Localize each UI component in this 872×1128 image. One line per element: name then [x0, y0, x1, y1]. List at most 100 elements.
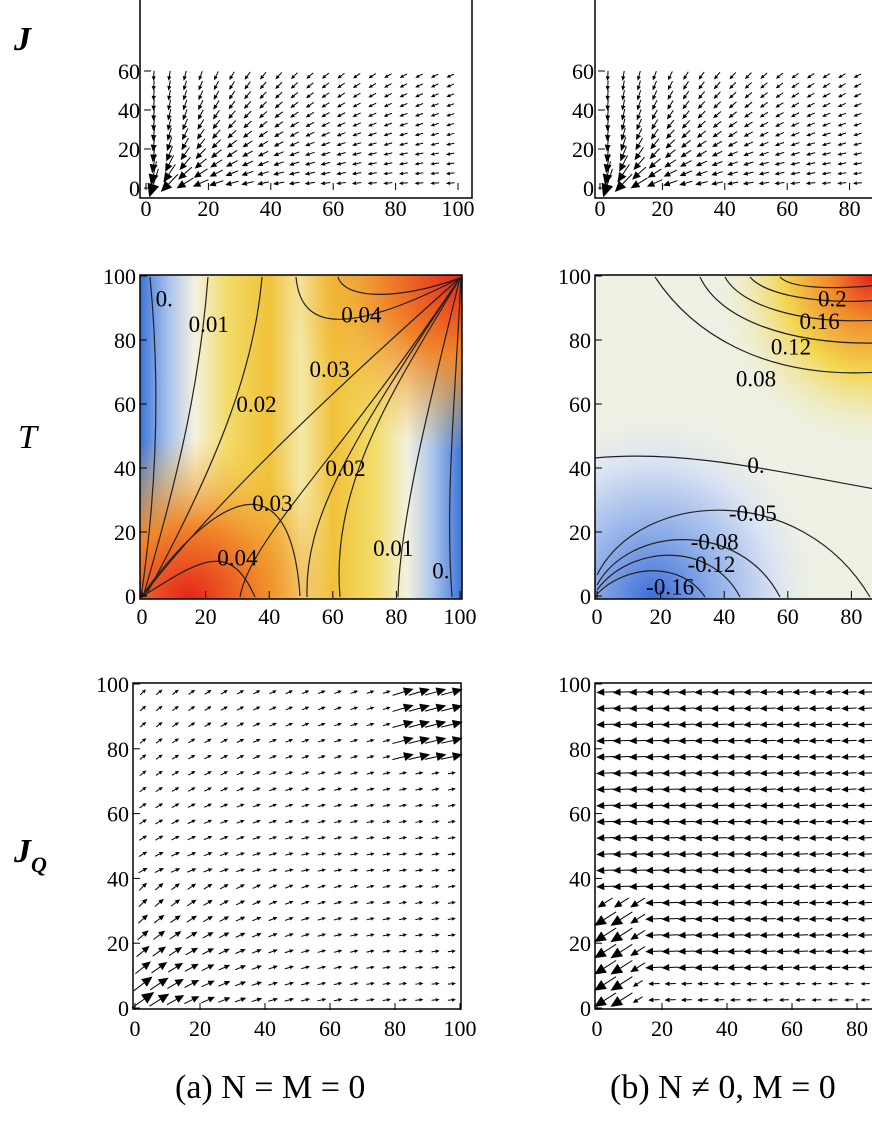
arrow-head: [805, 171, 811, 176]
arrow-shaft: [778, 112, 784, 116]
arrow-head: [321, 933, 327, 937]
arrow-shaft: [366, 724, 371, 727]
arrow-head: [774, 142, 780, 147]
arrow-shaft: [246, 160, 254, 165]
arrow-shaft: [356, 142, 362, 145]
arrow-head: [821, 142, 827, 147]
arrow-shaft: [277, 101, 283, 106]
arrow-head: [677, 883, 686, 890]
arrow-head: [837, 171, 842, 176]
arrow-head: [677, 964, 686, 971]
arrow-head: [596, 818, 605, 826]
arrow-shaft: [203, 901, 209, 906]
arrow-head: [320, 142, 326, 147]
arrow-head: [259, 84, 265, 90]
arrow-head: [435, 917, 440, 921]
arrow-head: [711, 152, 718, 157]
y-tick-label: 0: [580, 996, 591, 1021]
arrow-head: [257, 171, 264, 176]
arrow-shaft: [607, 118, 609, 126]
arrow-head: [399, 152, 404, 156]
arrow-head: [636, 104, 641, 111]
arrow-head: [320, 161, 326, 166]
arrow-head: [175, 803, 180, 807]
arrow-shaft: [620, 911, 633, 921]
arrow-head: [806, 84, 812, 88]
arrow-shaft: [203, 885, 209, 890]
arrow-shaft: [669, 109, 674, 116]
arrow-shaft: [809, 102, 815, 106]
arrow-head: [351, 161, 357, 166]
arrow-shaft: [607, 108, 609, 116]
arrow-head: [663, 171, 671, 177]
arrow-head: [419, 787, 424, 792]
arrow-shaft: [139, 707, 144, 712]
arrow-shaft: [638, 128, 643, 136]
arrow-head: [305, 722, 310, 727]
arrow-head: [336, 161, 341, 166]
arrow-head: [182, 114, 187, 121]
arrow-shaft: [202, 934, 209, 939]
arrow-shaft: [340, 172, 346, 174]
arrow-head: [354, 917, 359, 921]
arrow-shaft: [638, 156, 645, 165]
arrow-head: [207, 932, 214, 937]
arrow-head: [694, 785, 702, 793]
arrow-head: [451, 965, 456, 970]
arrow-head: [594, 931, 607, 943]
arrow-head: [415, 74, 420, 78]
arrow-head: [808, 737, 816, 744]
arrow-head: [223, 690, 228, 694]
arrow-head: [601, 182, 614, 198]
arrow-shaft: [202, 950, 209, 955]
arrow-head: [402, 819, 408, 824]
arrow-head: [180, 152, 188, 161]
arrow-shaft: [139, 772, 144, 777]
contour-fill: [595, 275, 872, 599]
arrow-head: [791, 84, 796, 89]
arrow-head: [158, 898, 164, 905]
arrow-head: [727, 180, 733, 186]
arrow-shaft: [763, 121, 769, 126]
arrow-shaft: [382, 966, 388, 969]
arrow-shaft: [324, 161, 331, 165]
arrow-head: [857, 867, 865, 874]
arrow-head: [191, 931, 198, 938]
arrow-head: [430, 113, 435, 117]
arrow-shaft: [371, 112, 377, 116]
arrow-head: [399, 161, 404, 166]
arrow-head: [451, 819, 456, 824]
arrow-head: [337, 738, 342, 743]
arrow-head: [288, 739, 294, 743]
arrow-shaft: [841, 152, 847, 155]
arrow-head: [841, 964, 849, 971]
vector-field-arrows: [601, 70, 862, 198]
arrow-head: [141, 882, 148, 888]
caption-b: (b) N ≠ 0, M = 0: [610, 1069, 836, 1106]
arrow-head: [207, 964, 215, 970]
arrow-head: [419, 933, 424, 937]
arrow-shaft: [415, 966, 420, 969]
arrow-shaft: [268, 950, 274, 954]
arrow-head: [305, 123, 311, 127]
arrow-shaft: [268, 869, 274, 872]
arrow-shaft: [622, 136, 627, 145]
arrow-shaft: [253, 707, 258, 711]
arrow-head: [612, 866, 621, 874]
arrow-head: [806, 74, 812, 79]
arrow-head: [386, 900, 391, 905]
arrow-head: [746, 981, 751, 986]
arrow-head: [305, 981, 311, 986]
arrow-head: [402, 836, 408, 840]
plot-frame: [594, 682, 872, 1010]
arrow-shaft: [168, 70, 171, 77]
arrow-head: [321, 113, 326, 118]
arrow-shaft: [841, 122, 847, 126]
arrow-head: [191, 899, 197, 905]
arrow-shaft: [151, 966, 161, 974]
arrow-shaft: [669, 159, 677, 165]
arrow-head: [402, 719, 414, 729]
arrow-shaft: [168, 164, 176, 175]
arrow-head: [256, 852, 262, 856]
arrow-shaft: [199, 90, 204, 97]
